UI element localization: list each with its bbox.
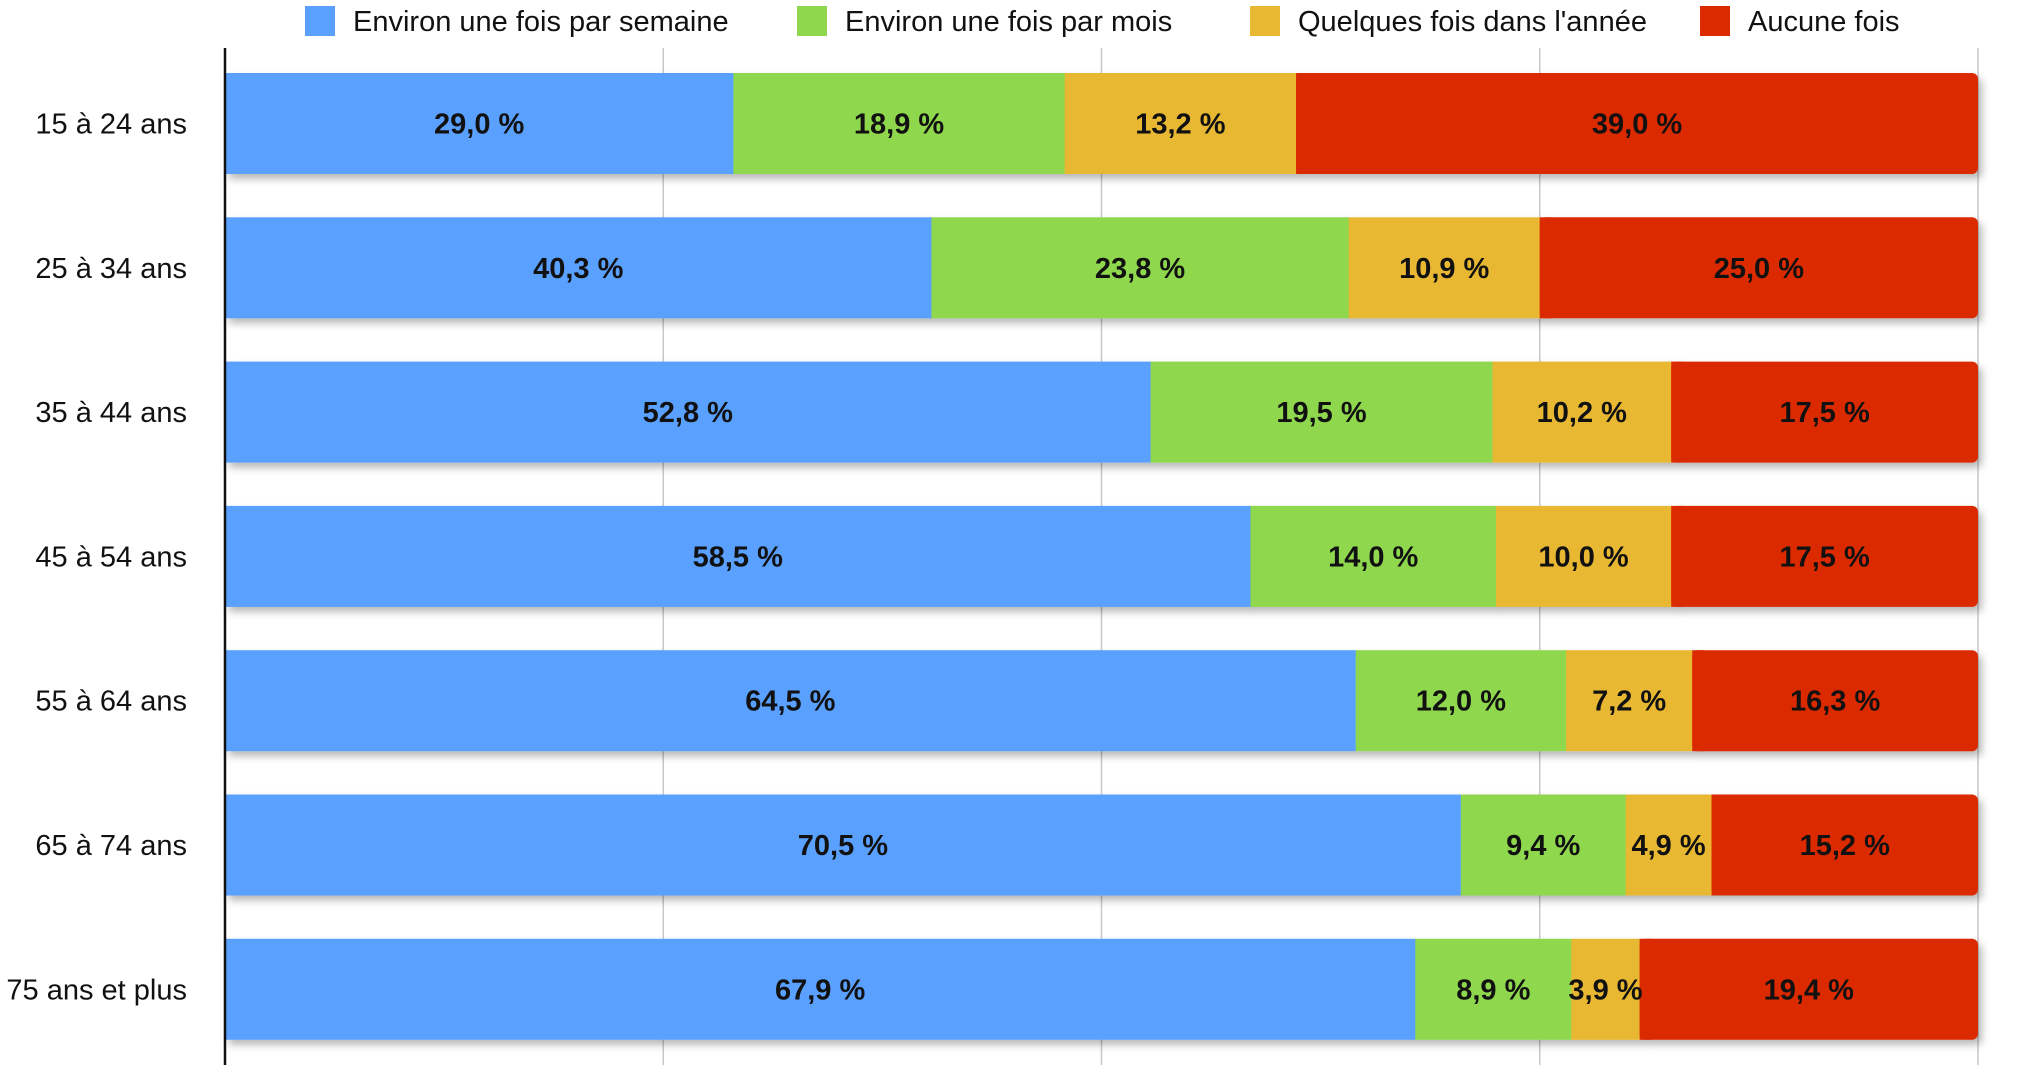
bar-segment — [1692, 650, 1978, 752]
legend-label: Aucune fois — [1748, 6, 1900, 38]
bar-segment — [1064, 73, 1297, 174]
bar-segment — [1355, 650, 1567, 752]
bar-row: 29,0 % 18,9 % 13,2 % 39,0 % — [225, 73, 1978, 174]
bar-row: 58,5 % 14,0 % 10,0 % 17,5 % — [225, 505, 1978, 607]
category-label: 45 à 54 ans — [35, 541, 187, 573]
bar-segment — [225, 361, 1152, 463]
bar-segment — [931, 217, 1350, 319]
data-label: 39,0 % — [1592, 109, 1682, 141]
bar-segment — [1671, 361, 1978, 463]
data-label: 12,0 % — [1416, 686, 1506, 718]
legend-swatch — [797, 6, 827, 36]
bar-segment — [1495, 505, 1672, 607]
data-label: 3,9 % — [1568, 974, 1642, 1006]
data-label: 19,5 % — [1276, 397, 1366, 429]
legend-swatch — [305, 6, 335, 36]
bar-segment-edge — [1539, 217, 1552, 319]
data-label: 25,0 % — [1714, 253, 1804, 285]
legend-swatch — [1250, 6, 1280, 36]
bar-segment — [225, 505, 1252, 607]
legend-label: Quelques fois dans l'année — [1298, 6, 1647, 38]
data-label: 8,9 % — [1456, 974, 1530, 1006]
bar-segment — [1250, 505, 1497, 607]
bars: 29,0 % 18,9 % 13,2 % 39,0 % 40,3 % 23,8 % 10,9… — [225, 73, 1978, 1040]
data-label: 10,2 % — [1537, 397, 1627, 429]
bar-row: 52,8 % 19,5 % 10,2 % 17,5 % — [225, 361, 1978, 463]
data-label: 17,5 % — [1779, 397, 1869, 429]
bar-segment-edge — [1639, 938, 1652, 1040]
bar-segment — [225, 217, 933, 319]
bar-segment — [1460, 794, 1627, 896]
data-label: 19,4 % — [1764, 974, 1854, 1006]
bar-segment — [1671, 505, 1978, 607]
legend: Environ une fois par semaine Environ une … — [305, 6, 1900, 38]
category-label: 15 à 24 ans — [35, 109, 187, 141]
data-label: 14,0 % — [1328, 541, 1418, 573]
category-label: 55 à 64 ans — [35, 686, 187, 718]
data-label: 70,5 % — [798, 830, 888, 862]
bar-segment — [1296, 73, 1978, 174]
bar-row: 64,5 % 12,0 % 7,2 % 16,3 % — [225, 650, 1978, 752]
bar-segment — [1348, 217, 1541, 319]
data-label: 29,0 % — [434, 109, 524, 141]
bar-segment — [1639, 938, 1978, 1040]
data-label: 10,0 % — [1538, 541, 1628, 573]
data-label: 67,9 % — [775, 974, 865, 1006]
bar-segment — [1539, 217, 1978, 319]
category-label: 75 ans et plus — [6, 974, 187, 1006]
bar-segment-edge — [1671, 361, 1684, 463]
legend-label: Environ une fois par semaine — [353, 6, 729, 38]
data-label: 23,8 % — [1095, 253, 1185, 285]
data-label: 58,5 % — [693, 541, 783, 573]
category-label: 35 à 44 ans — [35, 397, 187, 429]
bar-segment — [1415, 938, 1572, 1040]
bar-segment — [225, 794, 1462, 896]
category-label: 25 à 34 ans — [35, 253, 187, 285]
bar-segment-edge — [1296, 73, 1309, 174]
data-label: 13,2 % — [1135, 109, 1225, 141]
bar-row: 40,3 % 23,8 % 10,9 % 25,0 % — [225, 217, 1978, 319]
bar-segment — [1566, 650, 1693, 752]
bar-segment — [1492, 361, 1672, 463]
data-label: 15,2 % — [1800, 830, 1890, 862]
data-label: 52,8 % — [643, 397, 733, 429]
category-label: 65 à 74 ans — [35, 830, 187, 862]
bar-segment — [1571, 938, 1641, 1040]
data-label: 16,3 % — [1790, 686, 1880, 718]
bar-row: 67,9 % 8,9 % 3,9 % 19,4 % — [225, 938, 1978, 1040]
data-label: 64,5 % — [745, 686, 835, 718]
bar-row: 70,5 % 9,4 % 4,9 % 15,2 % — [225, 794, 1978, 896]
data-label: 10,9 % — [1399, 253, 1489, 285]
data-label: 40,3 % — [533, 253, 623, 285]
legend-swatch — [1700, 6, 1730, 36]
legend-label: Environ une fois par mois — [845, 6, 1172, 38]
bar-segment — [733, 73, 1066, 174]
bar-segment — [225, 938, 1416, 1040]
data-label: 4,9 % — [1632, 830, 1706, 862]
data-label: 7,2 % — [1592, 686, 1666, 718]
bar-segment — [225, 73, 734, 174]
bar-segment-edge — [1671, 505, 1684, 607]
bar-segment-edge — [1692, 650, 1705, 752]
bar-segment-edge — [1711, 794, 1724, 896]
category-labels: 15 à 24 ans 25 à 34 ans 35 à 44 ans 45 à 54… — [6, 109, 187, 1007]
bar-segment — [1711, 794, 1978, 896]
data-label: 18,9 % — [854, 109, 944, 141]
data-label: 17,5 % — [1779, 541, 1869, 573]
bar-segment — [225, 650, 1357, 752]
data-label: 9,4 % — [1506, 830, 1580, 862]
bar-segment — [1625, 794, 1713, 896]
bar-segment — [1150, 361, 1494, 463]
